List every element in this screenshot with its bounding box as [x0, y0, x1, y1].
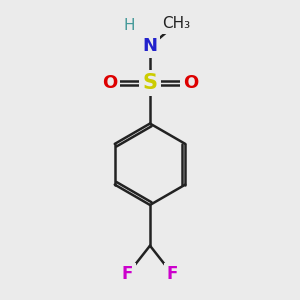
Text: H: H	[124, 18, 135, 33]
Text: F: F	[167, 265, 178, 283]
Text: N: N	[142, 37, 158, 55]
Text: O: O	[183, 74, 198, 92]
Text: S: S	[142, 73, 158, 93]
Text: CH₃: CH₃	[162, 16, 190, 31]
Text: F: F	[122, 265, 133, 283]
Text: O: O	[102, 74, 117, 92]
